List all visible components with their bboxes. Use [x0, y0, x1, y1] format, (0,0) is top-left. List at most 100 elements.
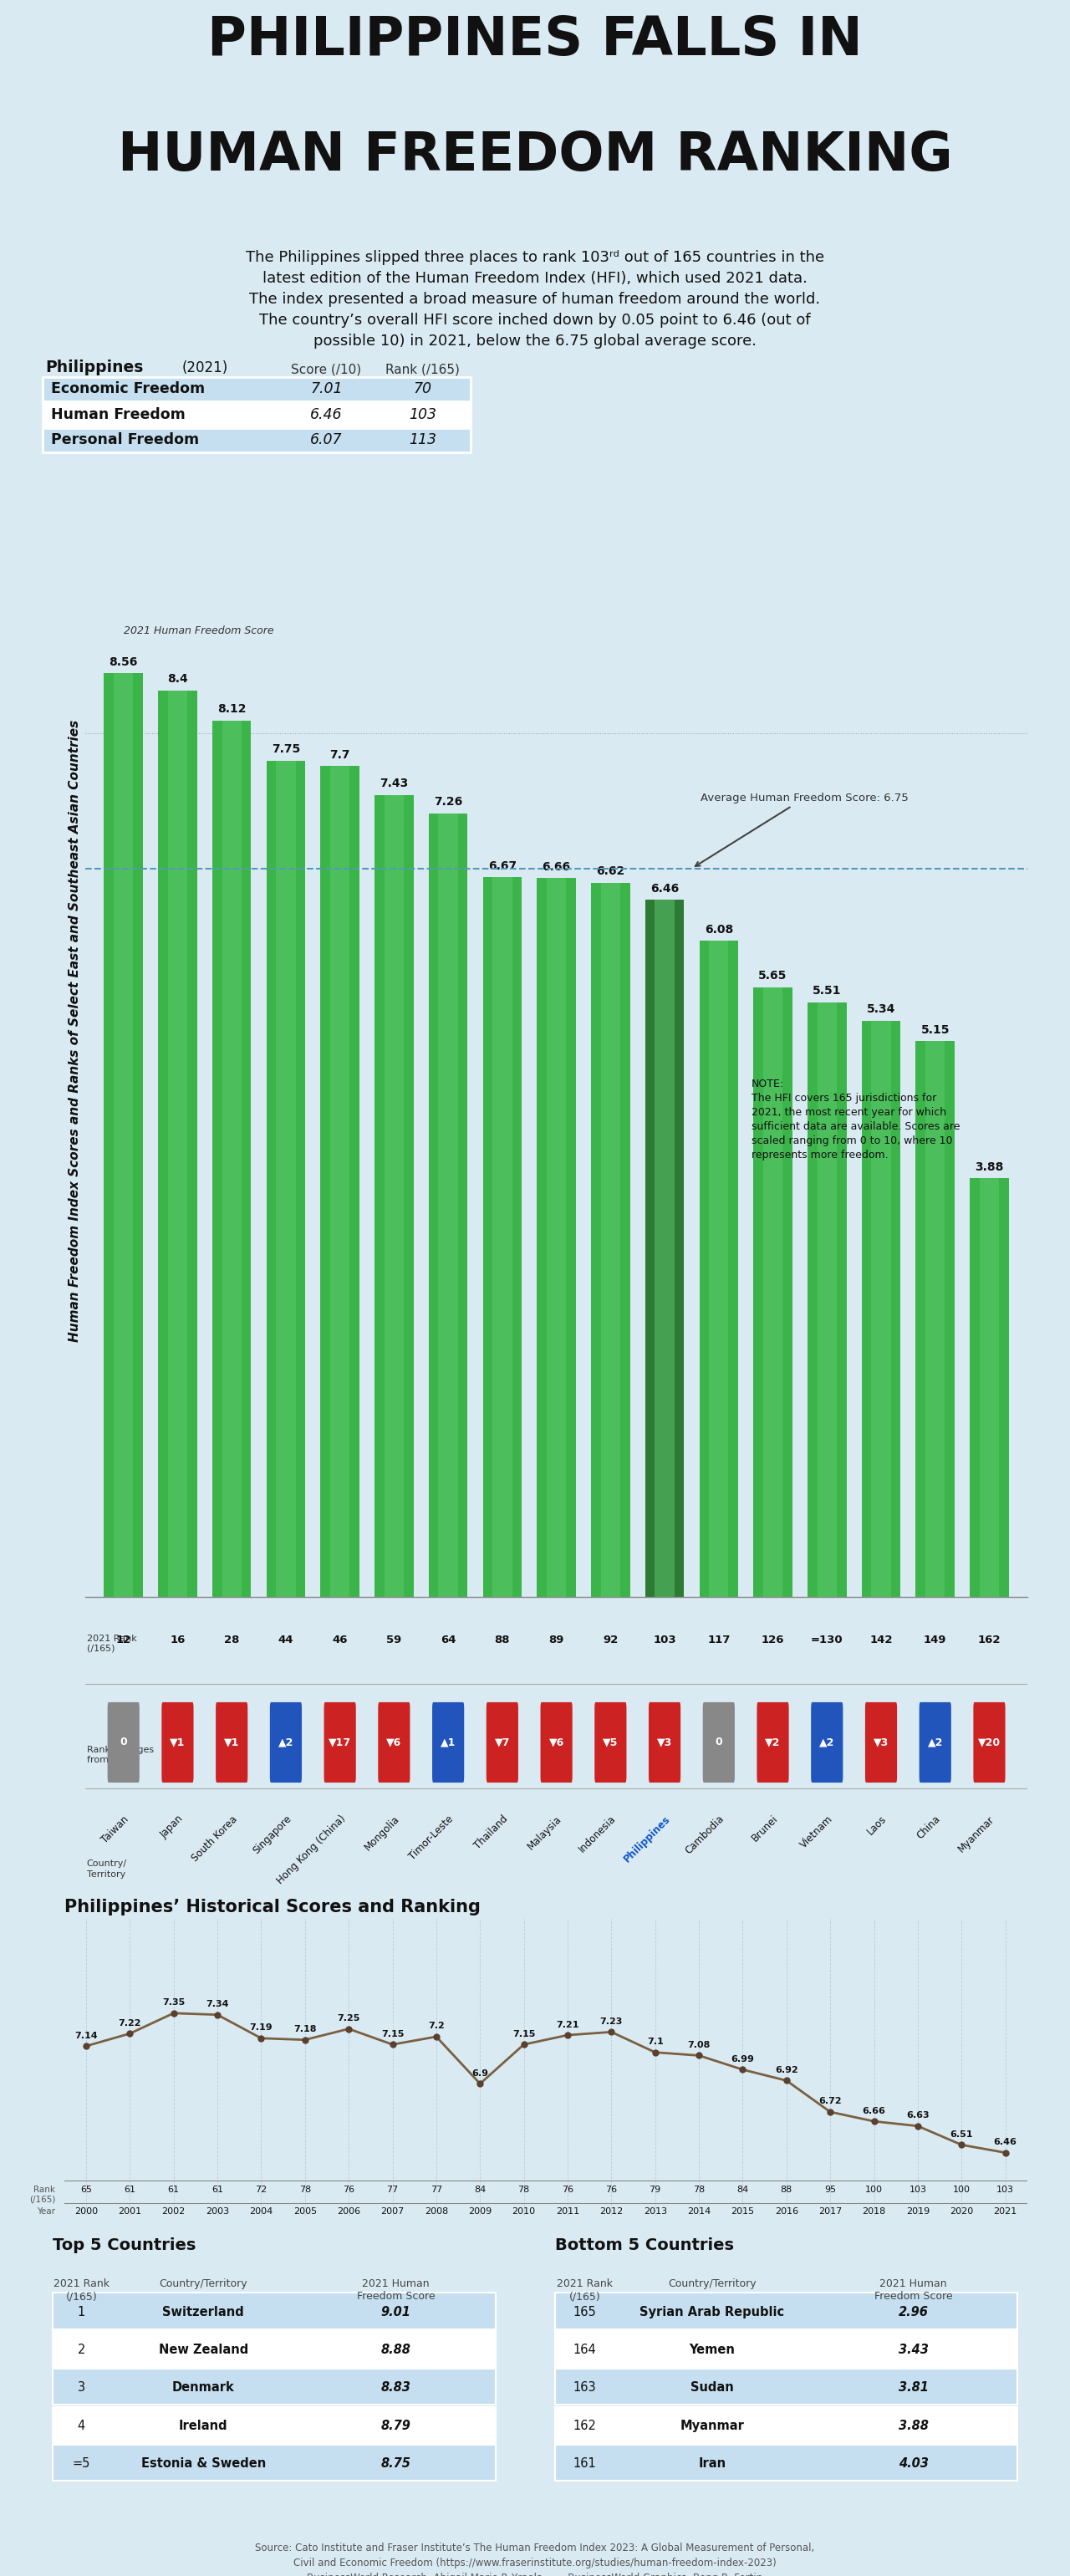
- Text: 6.66: 6.66: [542, 860, 570, 873]
- Text: 6.46: 6.46: [310, 407, 342, 422]
- Text: 2021 Rank
(/165): 2021 Rank (/165): [87, 1633, 137, 1654]
- FancyBboxPatch shape: [974, 1703, 1006, 1783]
- Bar: [871, 1020, 891, 1597]
- Text: 7.75: 7.75: [272, 744, 301, 755]
- Text: New Zealand: New Zealand: [158, 2344, 248, 2357]
- Text: 16: 16: [170, 1633, 185, 1646]
- FancyBboxPatch shape: [52, 2331, 495, 2367]
- Text: 5.15: 5.15: [921, 1025, 949, 1036]
- Bar: [808, 1002, 846, 1597]
- Bar: [709, 940, 729, 1597]
- Text: 2004: 2004: [249, 2208, 273, 2215]
- Text: Ireland: Ireland: [179, 2419, 228, 2432]
- Text: 7.01: 7.01: [310, 381, 342, 397]
- Text: 2006: 2006: [337, 2208, 361, 2215]
- Bar: [384, 796, 403, 1597]
- Text: 100: 100: [952, 2184, 970, 2195]
- Text: 7.21: 7.21: [556, 2020, 579, 2030]
- Bar: [817, 1002, 837, 1597]
- Text: 6.63: 6.63: [906, 2112, 930, 2120]
- Text: 163: 163: [574, 2383, 596, 2393]
- Text: China: China: [915, 1814, 943, 1842]
- Text: 6.51: 6.51: [950, 2130, 973, 2138]
- Text: 3.43: 3.43: [898, 2344, 929, 2357]
- Text: ▲2: ▲2: [278, 1736, 293, 1749]
- Text: 2010: 2010: [513, 2208, 536, 2215]
- Text: 2021 Rank
(/165): 2021 Rank (/165): [54, 2280, 109, 2303]
- Bar: [655, 899, 674, 1597]
- Text: 76: 76: [562, 2184, 574, 2195]
- FancyBboxPatch shape: [648, 1703, 681, 1783]
- FancyBboxPatch shape: [432, 1703, 464, 1783]
- Text: 149: 149: [923, 1633, 947, 1646]
- Text: Laos: Laos: [866, 1814, 889, 1837]
- Text: 0: 0: [120, 1736, 127, 1749]
- Bar: [926, 1041, 945, 1597]
- Bar: [591, 884, 630, 1597]
- Text: Japan: Japan: [158, 1814, 185, 1842]
- Text: 3.81: 3.81: [898, 2383, 929, 2393]
- Text: 95: 95: [824, 2184, 836, 2195]
- Text: 2007: 2007: [381, 2208, 404, 2215]
- Text: 7.14: 7.14: [75, 2032, 97, 2040]
- Text: 2009: 2009: [469, 2208, 492, 2215]
- Text: Hong Kong (China): Hong Kong (China): [275, 1814, 348, 1886]
- Bar: [374, 796, 413, 1597]
- Text: 2021 Human
Freedom Score: 2021 Human Freedom Score: [874, 2280, 952, 2303]
- Text: Mongolia: Mongolia: [363, 1814, 401, 1852]
- Bar: [113, 672, 134, 1597]
- Text: 0: 0: [715, 1736, 722, 1749]
- Text: 7.43: 7.43: [380, 778, 409, 791]
- FancyBboxPatch shape: [162, 1703, 194, 1783]
- Text: 6.07: 6.07: [310, 433, 342, 448]
- Text: Top 5 Countries: Top 5 Countries: [52, 2236, 196, 2254]
- Bar: [916, 1041, 954, 1597]
- Text: 77: 77: [386, 2184, 398, 2195]
- Text: 103: 103: [653, 1633, 676, 1646]
- Text: 7.23: 7.23: [600, 2017, 623, 2025]
- FancyBboxPatch shape: [43, 402, 471, 428]
- Bar: [168, 690, 187, 1597]
- FancyBboxPatch shape: [554, 2331, 1018, 2367]
- FancyBboxPatch shape: [107, 1703, 139, 1783]
- Text: 59: 59: [386, 1633, 401, 1646]
- Text: 2000: 2000: [74, 2208, 97, 2215]
- Bar: [645, 899, 684, 1597]
- Text: PHILIPPINES FALLS IN: PHILIPPINES FALLS IN: [208, 13, 862, 67]
- FancyBboxPatch shape: [43, 428, 471, 453]
- Text: 7.25: 7.25: [337, 2014, 361, 2022]
- Text: 8.75: 8.75: [381, 2458, 411, 2470]
- Bar: [979, 1177, 999, 1597]
- Text: 2001: 2001: [118, 2208, 141, 2215]
- FancyBboxPatch shape: [52, 2445, 495, 2481]
- Text: 7.2: 7.2: [428, 2022, 444, 2030]
- Text: 103: 103: [409, 407, 437, 422]
- Text: Estonia & Sweden: Estonia & Sweden: [141, 2458, 265, 2470]
- Text: 162: 162: [574, 2419, 596, 2432]
- Bar: [700, 940, 738, 1597]
- Bar: [439, 814, 458, 1597]
- Text: Rank (/165): Rank (/165): [385, 363, 460, 376]
- FancyBboxPatch shape: [52, 2406, 495, 2442]
- Text: 7.15: 7.15: [513, 2030, 535, 2038]
- Text: 2018: 2018: [862, 2208, 886, 2215]
- FancyBboxPatch shape: [554, 2445, 1018, 2481]
- Text: 5.34: 5.34: [867, 1005, 896, 1015]
- Text: 76: 76: [342, 2184, 354, 2195]
- Text: 6.99: 6.99: [731, 2056, 754, 2063]
- Text: 78: 78: [299, 2184, 311, 2195]
- Text: Taiwan: Taiwan: [100, 1814, 132, 1844]
- Text: 162: 162: [978, 1633, 1000, 1646]
- Text: Sudan: Sudan: [690, 2383, 734, 2393]
- FancyBboxPatch shape: [919, 1703, 951, 1783]
- Text: ▼20: ▼20: [978, 1736, 1000, 1749]
- Text: 2002: 2002: [162, 2208, 185, 2215]
- Text: ▲2: ▲2: [928, 1736, 943, 1749]
- FancyBboxPatch shape: [378, 1703, 410, 1783]
- Text: 2021 Human Freedom Score: 2021 Human Freedom Score: [123, 626, 274, 636]
- Text: 8.56: 8.56: [109, 657, 138, 667]
- Text: 1: 1: [77, 2306, 86, 2318]
- Text: 6.46: 6.46: [651, 884, 679, 894]
- Text: ▼6: ▼6: [549, 1736, 564, 1749]
- FancyBboxPatch shape: [811, 1703, 843, 1783]
